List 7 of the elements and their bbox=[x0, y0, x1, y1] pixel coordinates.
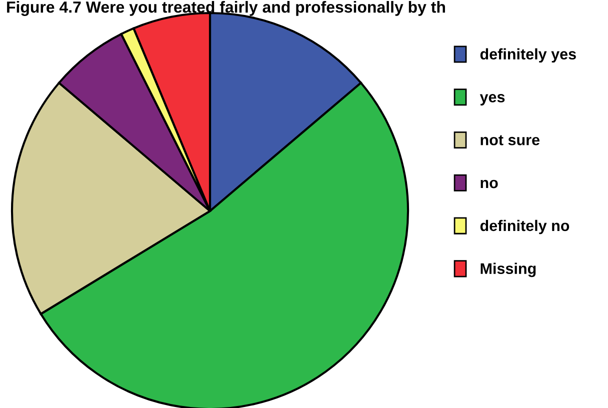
legend-label: definitely yes bbox=[480, 48, 576, 63]
legend-label: yes bbox=[480, 94, 505, 106]
legend-label: Missing bbox=[480, 262, 536, 278]
legend-label: definitely no bbox=[480, 220, 570, 234]
legend-label: not sure bbox=[480, 135, 540, 146]
legend-label: no bbox=[480, 180, 498, 188]
chart-title: Figure 4.7 Were you treated fairly and professionally by th bbox=[7, 1, 445, 16]
